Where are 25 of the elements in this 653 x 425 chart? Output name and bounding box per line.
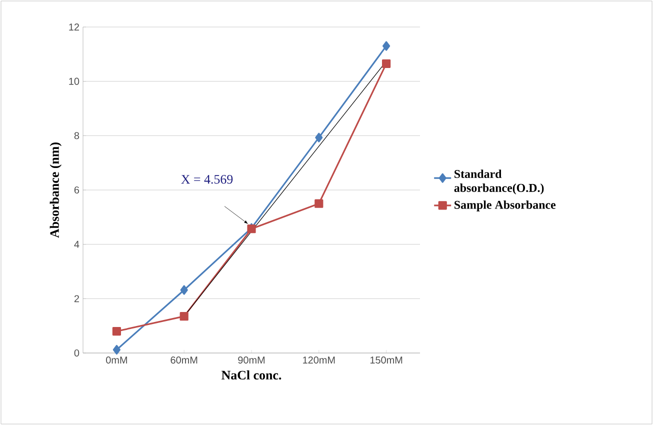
point (382, 59, 391, 68)
y-tick-label: 0 (74, 349, 80, 357)
y-tick-label: 10 (69, 78, 80, 85)
x-axis-title: NaCl conc. (222, 370, 282, 380)
point (112, 344, 120, 355)
y-tick-label: 4 (74, 240, 80, 248)
x-tick-label: 60mM (170, 356, 198, 364)
legend-label: Sample Absorbance (454, 200, 556, 212)
point (314, 199, 324, 208)
point (315, 132, 323, 142)
y-tick-label: 8 (74, 132, 80, 140)
annotation: X = 4.569 (181, 175, 233, 184)
x-tick-label: 120mM (303, 356, 335, 364)
point (180, 285, 188, 295)
point (180, 312, 188, 321)
y-axis-title: Absorbance (nm) (50, 142, 62, 238)
y-tick-label: 2 (74, 295, 79, 302)
x-tick-label: 0mM (106, 356, 127, 364)
point (112, 326, 121, 336)
y-tick-label: 6 (74, 186, 80, 194)
y-tick-label: 12 (69, 24, 79, 30)
x-tick-label: 150mM (370, 356, 402, 364)
legend-label: Standard absorbance(O.D.) (454, 170, 544, 194)
point (382, 41, 390, 51)
x-tick-label: 90mM (238, 356, 265, 364)
